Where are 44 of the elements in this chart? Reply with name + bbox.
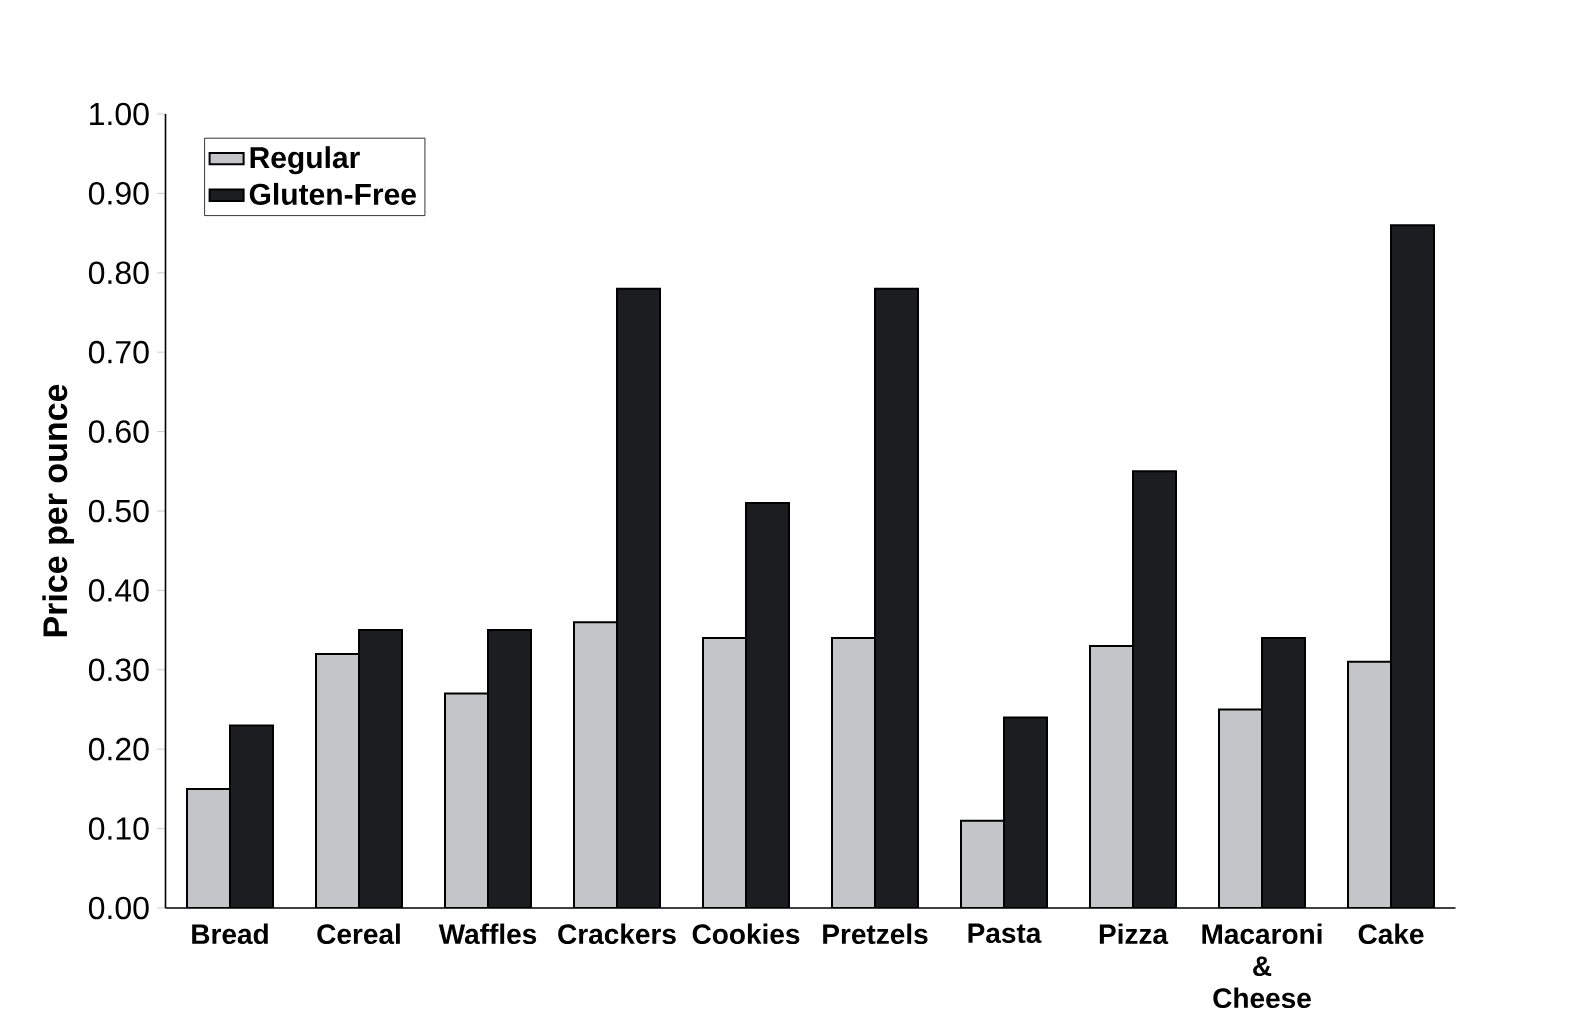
y-tick-label: 0.20 xyxy=(88,737,149,761)
bar xyxy=(616,287,661,908)
y-tick-label: 1.00 xyxy=(90,102,149,126)
x-tick-label: Pretzels xyxy=(823,923,928,945)
x-tick-label: Crackers xyxy=(558,923,676,945)
y-tick-label: 0.70 xyxy=(88,340,149,364)
bar xyxy=(487,629,532,908)
bar xyxy=(229,724,274,908)
x-tick-label: Cake xyxy=(1358,923,1424,945)
bar xyxy=(960,819,1006,908)
y-tick-label: 0.00 xyxy=(88,896,149,920)
bar xyxy=(358,629,403,908)
y-tick-label: 0.10 xyxy=(88,817,149,840)
legend-label: Regular xyxy=(250,146,360,175)
bar xyxy=(831,637,877,908)
y-tick-label: 0.50 xyxy=(88,499,149,523)
bar xyxy=(573,621,618,908)
x-tick-label: Macaroni & Cheese xyxy=(1202,923,1322,1009)
bar xyxy=(1261,637,1307,908)
x-tick-label: Bread xyxy=(192,923,268,945)
y-axis-title: Price per ounce xyxy=(42,384,74,637)
bar xyxy=(1003,716,1049,908)
bar xyxy=(444,692,489,908)
x-tick-label: Waffles xyxy=(438,923,537,945)
y-tick-label: 0.80 xyxy=(88,261,149,285)
bar xyxy=(702,637,748,908)
bar xyxy=(1390,224,1436,908)
x-tick-label: Pizza xyxy=(1099,923,1169,945)
bar xyxy=(1089,644,1135,908)
bar xyxy=(874,287,920,908)
x-tick-label: Pasta xyxy=(968,923,1042,944)
x-tick-label: Cereal xyxy=(317,923,400,945)
y-tick-label: 0.60 xyxy=(88,420,149,443)
bar xyxy=(186,787,231,908)
legend-label: Gluten-Free xyxy=(249,182,416,205)
bar xyxy=(1347,660,1393,908)
y-tick-label: 0.40 xyxy=(88,579,149,602)
x-tick-label: Cookies xyxy=(692,923,800,945)
bar xyxy=(745,502,791,908)
bar xyxy=(1132,470,1178,908)
bar xyxy=(1218,708,1264,908)
bar xyxy=(315,652,360,908)
y-tick-label: 0.90 xyxy=(88,182,149,205)
y-tick-label: 0.30 xyxy=(88,658,149,682)
